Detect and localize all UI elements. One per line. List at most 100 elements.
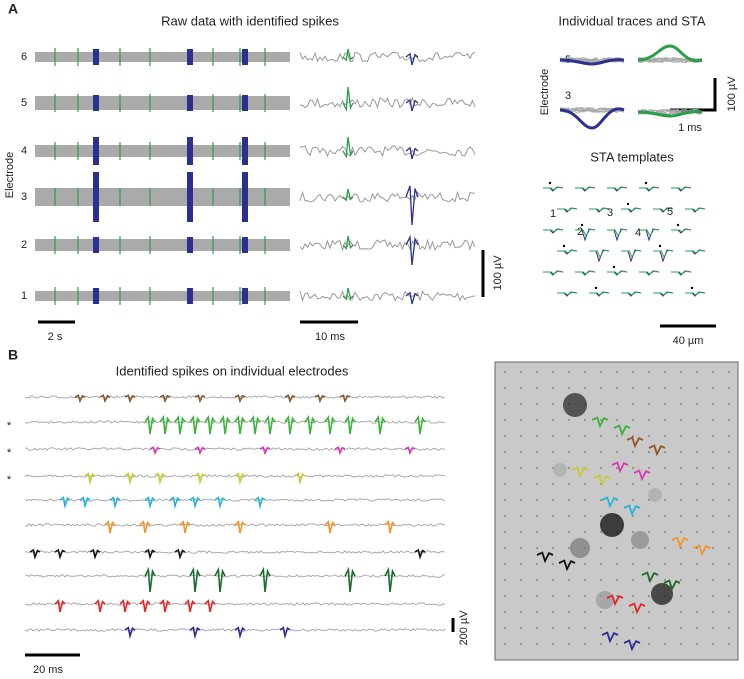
grid-dot bbox=[536, 483, 538, 485]
template bbox=[653, 291, 674, 296]
grid-dot bbox=[520, 611, 522, 613]
cell bbox=[651, 583, 673, 605]
spike bbox=[187, 137, 193, 165]
grid-dot bbox=[632, 435, 634, 437]
grid-dot bbox=[632, 467, 634, 469]
grid-dot bbox=[600, 435, 602, 437]
spike bbox=[109, 496, 121, 510]
spike bbox=[179, 520, 191, 534]
grid-dot bbox=[712, 563, 714, 565]
grid-dot bbox=[680, 419, 682, 421]
grid-dot bbox=[648, 483, 650, 485]
grid-dot bbox=[664, 435, 666, 437]
spike bbox=[187, 49, 193, 65]
dot bbox=[658, 244, 662, 248]
template bbox=[575, 186, 596, 191]
spike bbox=[169, 496, 181, 510]
spike bbox=[144, 548, 156, 560]
marker: * bbox=[7, 447, 12, 459]
spike bbox=[641, 571, 659, 584]
grid-dot bbox=[712, 403, 714, 405]
grid-dot bbox=[680, 595, 682, 597]
axis-label: Electrode bbox=[539, 69, 551, 115]
grid-dot bbox=[520, 499, 522, 501]
grid-dot bbox=[504, 451, 506, 453]
spike bbox=[279, 626, 291, 640]
sta-mean bbox=[559, 58, 625, 66]
spike bbox=[194, 394, 206, 404]
template bbox=[589, 207, 610, 212]
grid-dot bbox=[616, 387, 618, 389]
dot bbox=[548, 181, 552, 185]
grid-dot bbox=[568, 451, 570, 453]
template bbox=[589, 249, 610, 259]
grid-dot bbox=[616, 611, 618, 613]
grid-dot bbox=[504, 515, 506, 517]
grid-dot bbox=[632, 563, 634, 565]
template bbox=[653, 249, 674, 259]
spike bbox=[93, 288, 99, 304]
grid-dot bbox=[584, 483, 586, 485]
raw-trace bbox=[35, 145, 290, 157]
grid-dot bbox=[680, 515, 682, 517]
trace bbox=[299, 96, 476, 109]
spike bbox=[119, 599, 131, 613]
grid-dot bbox=[648, 435, 650, 437]
template bbox=[543, 228, 564, 233]
grid-dot bbox=[536, 611, 538, 613]
raw-trace bbox=[35, 239, 290, 251]
sta-mean bbox=[637, 110, 703, 118]
grid-dot bbox=[600, 419, 602, 421]
grid-dot bbox=[616, 451, 618, 453]
grid-dot bbox=[680, 467, 682, 469]
spike bbox=[214, 566, 226, 593]
grid-dot bbox=[552, 611, 554, 613]
grid-dot bbox=[536, 547, 538, 549]
grid-dot bbox=[552, 595, 554, 597]
grid-dot bbox=[616, 627, 618, 629]
spike bbox=[242, 49, 248, 65]
grid-dot bbox=[728, 595, 730, 597]
spike bbox=[264, 414, 276, 435]
grid-dot bbox=[504, 579, 506, 581]
grid-dot bbox=[696, 531, 698, 533]
spike bbox=[536, 551, 554, 564]
dot bbox=[644, 181, 648, 185]
grid-dot bbox=[504, 483, 506, 485]
spike bbox=[204, 414, 216, 435]
grid-dot bbox=[520, 515, 522, 517]
grid-dot bbox=[520, 435, 522, 437]
grid-dot bbox=[664, 403, 666, 405]
grid-dot bbox=[632, 419, 634, 421]
template bbox=[621, 291, 642, 296]
grid-dot bbox=[552, 483, 554, 485]
template bbox=[589, 291, 610, 296]
grid-dot bbox=[712, 547, 714, 549]
spike bbox=[234, 394, 246, 404]
grid-dot bbox=[600, 499, 602, 501]
grid-dot bbox=[504, 435, 506, 437]
grid-dot bbox=[504, 595, 506, 597]
grid-dot bbox=[712, 627, 714, 629]
grid-dot bbox=[712, 467, 714, 469]
grid-dot bbox=[504, 531, 506, 533]
grid-dot bbox=[648, 371, 650, 373]
spike bbox=[139, 599, 151, 613]
grid-dot bbox=[680, 435, 682, 437]
grid-dot bbox=[664, 531, 666, 533]
grid-dot bbox=[568, 435, 570, 437]
grid-dot bbox=[664, 371, 666, 373]
grid-dot bbox=[568, 467, 570, 469]
grid-dot bbox=[632, 403, 634, 405]
template-label: 3 bbox=[607, 207, 613, 219]
spike bbox=[79, 496, 91, 510]
spike bbox=[342, 188, 354, 202]
spike bbox=[139, 520, 151, 534]
grid-dot bbox=[696, 643, 698, 645]
spike bbox=[187, 288, 193, 304]
spike bbox=[314, 394, 326, 404]
grid-dot bbox=[600, 627, 602, 629]
grid-dot bbox=[536, 563, 538, 565]
grid-dot bbox=[728, 435, 730, 437]
spike bbox=[334, 446, 346, 456]
